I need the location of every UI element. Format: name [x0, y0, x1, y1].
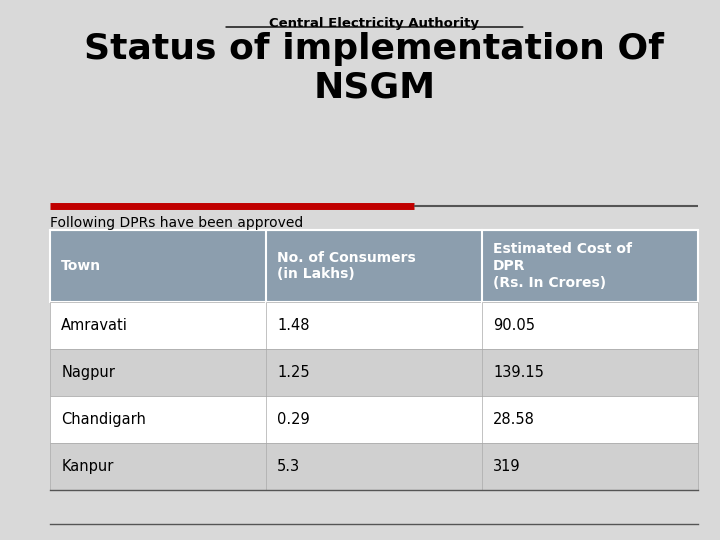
Text: 28.58: 28.58 [493, 413, 535, 427]
Text: No. of Consumers
(in Lakhs): No. of Consumers (in Lakhs) [277, 251, 416, 281]
Text: 319: 319 [493, 460, 521, 474]
Text: Town: Town [61, 259, 102, 273]
FancyBboxPatch shape [50, 396, 698, 443]
Text: Chandigarh: Chandigarh [61, 413, 146, 427]
Text: Nagpur: Nagpur [61, 366, 115, 380]
Text: Kanpur: Kanpur [61, 460, 114, 474]
FancyBboxPatch shape [50, 230, 698, 302]
FancyBboxPatch shape [50, 349, 698, 396]
Text: Estimated Cost of
DPR
(Rs. In Crores): Estimated Cost of DPR (Rs. In Crores) [493, 242, 632, 289]
Text: 90.05: 90.05 [493, 319, 535, 333]
Text: 1.25: 1.25 [277, 366, 310, 380]
Text: 0.29: 0.29 [277, 413, 310, 427]
Text: Status of implementation Of
NSGM: Status of implementation Of NSGM [84, 32, 665, 104]
Text: Following DPRs have been approved: Following DPRs have been approved [50, 216, 304, 230]
Text: Amravati: Amravati [61, 319, 128, 333]
FancyBboxPatch shape [50, 302, 698, 349]
Text: 139.15: 139.15 [493, 366, 544, 380]
Text: Central Electricity Authority: Central Electricity Authority [269, 17, 480, 30]
FancyBboxPatch shape [50, 443, 698, 490]
Text: 5.3: 5.3 [277, 460, 300, 474]
Text: 1.48: 1.48 [277, 319, 310, 333]
